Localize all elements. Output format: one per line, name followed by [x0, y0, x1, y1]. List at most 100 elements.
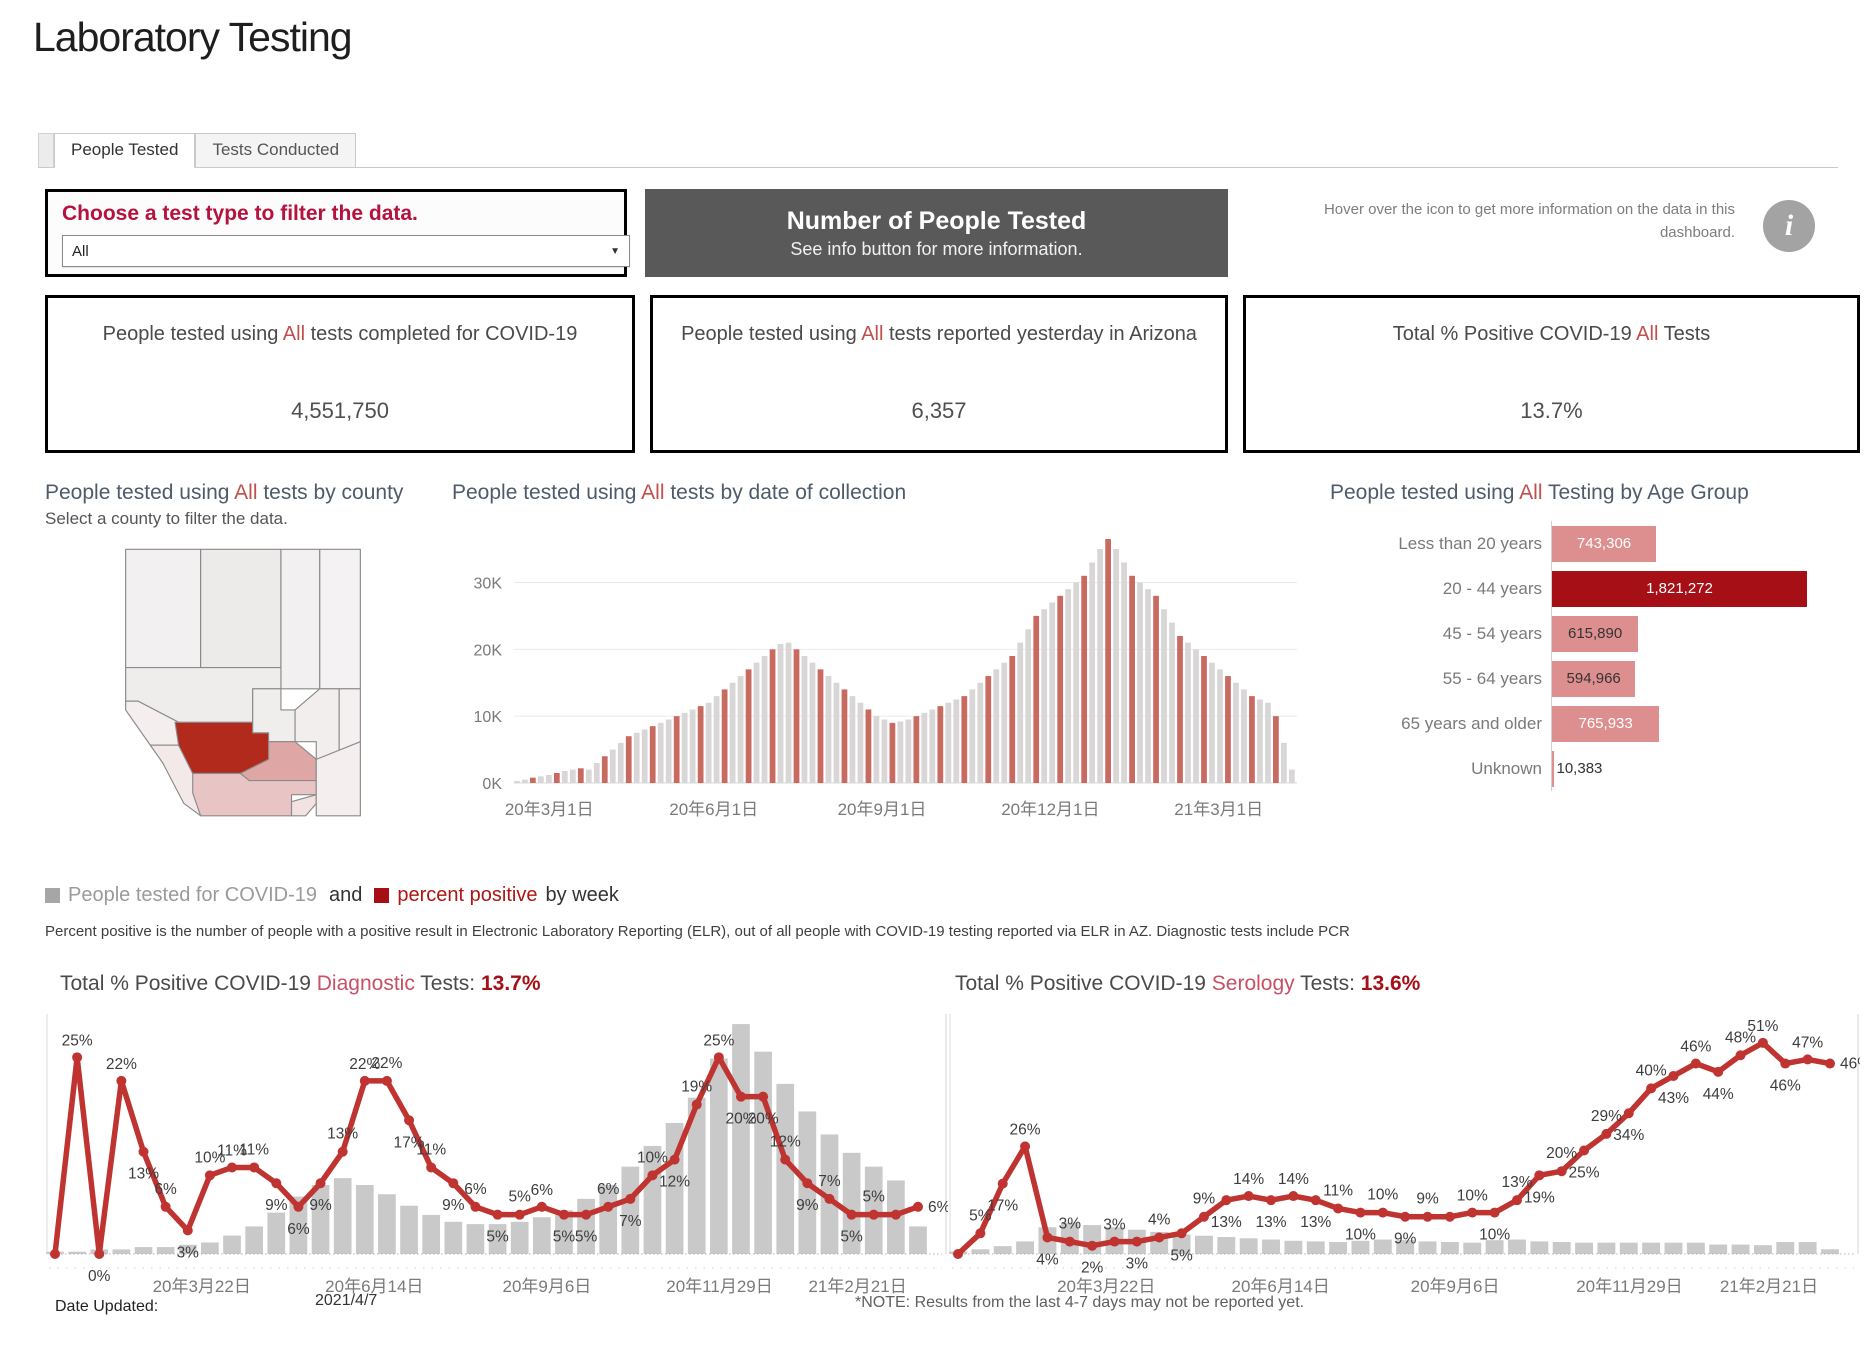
svg-text:13%: 13% — [1300, 1214, 1331, 1231]
arizona-county-map[interactable] — [103, 537, 383, 837]
county-navajo[interactable] — [280, 549, 321, 690]
age-category-label: 45 - 54 years — [1442, 623, 1542, 643]
age-bar-area: 594,966 — [1551, 656, 1862, 702]
dropdown-value: All — [72, 242, 89, 260]
stat-box-people-tested: People tested using All tests completed … — [45, 295, 635, 453]
svg-text:20年9月6日: 20年9月6日 — [1411, 1277, 1500, 1296]
age-bar[interactable]: 615,890 — [1552, 615, 1639, 652]
svg-text:6%: 6% — [287, 1221, 310, 1238]
svg-text:9%: 9% — [796, 1197, 819, 1214]
svg-text:21年2月21日: 21年2月21日 — [808, 1277, 906, 1296]
svg-text:12%: 12% — [659, 1174, 690, 1191]
age-bar[interactable]: 743,306 — [1552, 525, 1657, 562]
age-bar-area: 10,383 — [1551, 746, 1862, 792]
stat-box-tested-yesterday: People tested using All tests reported y… — [650, 295, 1228, 453]
svg-text:5%: 5% — [969, 1207, 992, 1224]
svg-text:22%: 22% — [106, 1056, 137, 1073]
map-title: People tested using All tests by county — [45, 481, 404, 504]
daily-chart-title: People tested using All tests by date of… — [452, 481, 907, 504]
test-type-dropdown[interactable]: All ▼ — [62, 235, 630, 267]
svg-text:2%: 2% — [1081, 1260, 1104, 1277]
county-santa-cruz[interactable] — [290, 794, 317, 817]
svg-text:46%: 46% — [1770, 1078, 1801, 1095]
daily-bars-chart[interactable]: 0K 10K 20K 30K 20年3月1日 20年6月1日 20年9月1日 20年12月1日… — [452, 521, 1302, 831]
age-bar[interactable]: 1,821,272 — [1552, 570, 1807, 607]
filter-label: Choose a test type to filter the data. — [62, 202, 418, 225]
svg-text:19%: 19% — [1524, 1189, 1555, 1206]
legend-gray-swatch — [45, 888, 60, 903]
svg-text:6%: 6% — [597, 1181, 620, 1198]
svg-text:12%: 12% — [770, 1134, 801, 1151]
svg-text:10%: 10% — [637, 1149, 668, 1166]
svg-text:19%: 19% — [681, 1079, 712, 1096]
legend-red-label: percent positive — [397, 884, 538, 906]
stat-box-percent-positive: Total % Positive COVID-19 All Tests 13.7… — [1243, 295, 1860, 453]
svg-text:20年11月29日: 20年11月29日 — [666, 1277, 772, 1296]
tab-bar: People Tested Tests Conducted — [38, 133, 1838, 168]
svg-text:9%: 9% — [1193, 1191, 1216, 1208]
age-category-label: 65 years and older — [1401, 713, 1542, 733]
age-category-label: Unknown — [1471, 758, 1542, 778]
svg-text:6%: 6% — [154, 1181, 177, 1198]
svg-text:13%: 13% — [1501, 1174, 1532, 1191]
svg-text:5%: 5% — [508, 1189, 531, 1206]
tab-people-tested[interactable]: People Tested — [54, 133, 196, 168]
svg-text:29%: 29% — [1591, 1108, 1622, 1125]
svg-text:10%: 10% — [1479, 1227, 1510, 1244]
age-bars: Less than 20 years 743,306 20 - 44 years 1,… — [1330, 521, 1862, 792]
age-bar[interactable]: 765,933 — [1552, 705, 1660, 742]
serology-combo-chart[interactable]: 0%5%17%26%4%3%2%3%3%4%5%9%13%14%13%14%13… — [948, 1002, 1860, 1302]
tab-tests-conducted[interactable]: Tests Conducted — [195, 133, 357, 167]
svg-text:20年12月1日: 20年12月1日 — [1001, 800, 1099, 819]
header-banner: Number of People Tested See info button … — [645, 189, 1228, 277]
svg-text:10K: 10K — [474, 710, 503, 727]
age-bar-row: 45 - 54 years 615,890 — [1330, 611, 1862, 657]
svg-text:20年6月1日: 20年6月1日 — [669, 800, 758, 819]
stat-title: People tested using All tests completed … — [102, 323, 578, 345]
county-coconino[interactable] — [200, 549, 282, 669]
svg-text:47%: 47% — [1792, 1034, 1823, 1051]
legend-connector: and — [329, 884, 363, 906]
date-updated-value: 2021/4/7 — [315, 1292, 378, 1309]
age-bar-area: 765,933 — [1551, 701, 1862, 747]
svg-text:14%: 14% — [1233, 1171, 1264, 1188]
svg-text:11%: 11% — [217, 1142, 247, 1159]
county-pima[interactable] — [192, 773, 317, 817]
age-bar-area: 1,821,272 — [1551, 566, 1862, 612]
percent-positive-note: Percent positive is the number of people… — [45, 923, 1350, 940]
svg-text:13%: 13% — [1211, 1214, 1242, 1231]
svg-text:30K: 30K — [474, 576, 503, 593]
svg-text:10%: 10% — [194, 1149, 225, 1166]
svg-text:9%: 9% — [265, 1197, 288, 1214]
tests-by-date-section: People tested using All tests by date of… — [452, 478, 1302, 836]
svg-text:21年2月21日: 21年2月21日 — [1720, 1277, 1818, 1296]
svg-text:11%: 11% — [416, 1141, 446, 1158]
county-apache[interactable] — [319, 549, 361, 690]
svg-text:40%: 40% — [1636, 1062, 1667, 1079]
age-bar-value: 10,383 — [1556, 760, 1603, 778]
svg-text:13%: 13% — [128, 1166, 159, 1183]
county-mohave[interactable] — [125, 549, 202, 669]
age-bar-row: Unknown 10,383 — [1330, 746, 1862, 792]
age-chart-title: People tested using All Testing by Age G… — [1330, 481, 1749, 504]
legend-suffix: by week — [545, 884, 619, 906]
svg-text:17%: 17% — [987, 1198, 1018, 1215]
svg-text:11%: 11% — [1323, 1182, 1353, 1199]
dropdown-caret-icon: ▼ — [610, 245, 620, 257]
test-type-filter: Choose a test type to filter the data. A… — [45, 189, 630, 277]
svg-text:21年3月1日: 21年3月1日 — [1174, 800, 1263, 819]
diagnostic-combo-chart[interactable]: 0%25%0%22%13%6%3%10%11%11%9%6%9%13%22%22… — [45, 1002, 948, 1302]
info-icon[interactable]: i — [1763, 200, 1815, 252]
svg-text:20%: 20% — [1546, 1145, 1577, 1162]
age-bar[interactable]: 594,966 — [1552, 660, 1636, 697]
svg-text:3%: 3% — [1103, 1217, 1126, 1234]
age-bar-area: 743,306 — [1551, 521, 1862, 567]
svg-text:20年6月14日: 20年6月14日 — [1231, 1277, 1329, 1296]
svg-text:6%: 6% — [531, 1182, 554, 1199]
stat-value: 13.7% — [1520, 398, 1583, 423]
banner-title: Number of People Tested — [786, 206, 1087, 235]
age-bar[interactable] — [1552, 750, 1554, 787]
date-updated-label: Date Updated: — [55, 1298, 159, 1315]
county-cochise[interactable] — [315, 741, 361, 817]
